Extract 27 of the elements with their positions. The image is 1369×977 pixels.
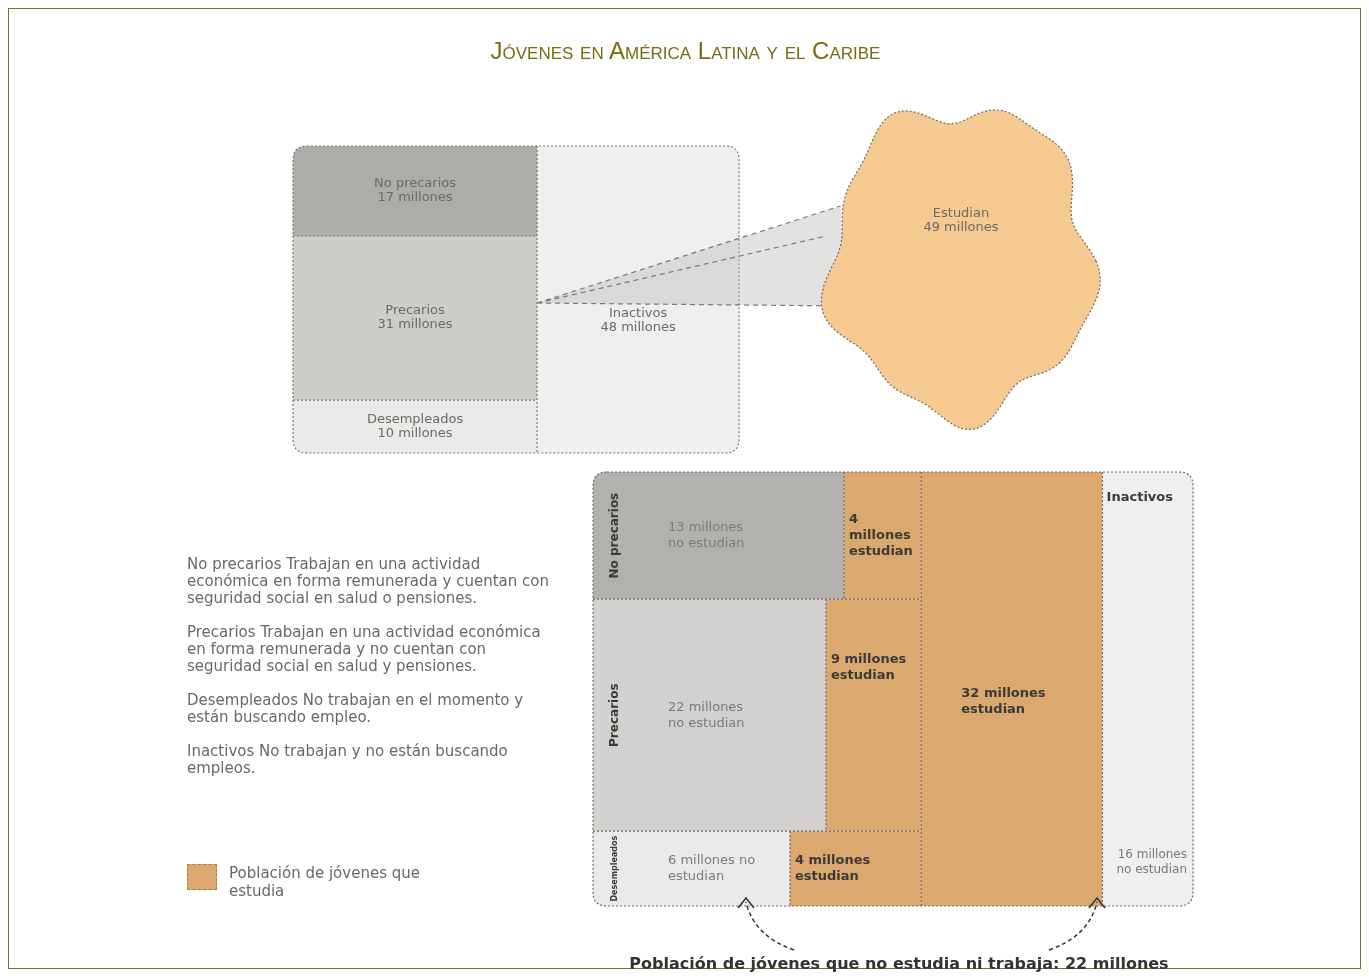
data-label: 16 millones no estudian (1116, 846, 1187, 876)
category-label: No precarios (607, 492, 622, 579)
data-label: 6 millones no estudian (668, 851, 756, 883)
data-label: 4 millones estudian (794, 851, 871, 883)
category-label: Desempleados (610, 835, 620, 902)
data-label: 22 millones no estudian (668, 698, 745, 730)
data-label: 32 millones estudian (961, 685, 1046, 717)
category-label: Inactivos (1106, 489, 1174, 505)
category-label: No precarios (374, 175, 457, 191)
text: Jóvenes en América Latina y el Caribe (489, 37, 882, 65)
data-label: 49 millones (923, 219, 999, 235)
category-label: Estudian (932, 205, 990, 221)
data-label: 4 millones estudian (849, 510, 913, 558)
data-label: 17 millones (377, 189, 453, 205)
category-label: Desempleados (366, 410, 464, 426)
data-label: 9 millones estudian (830, 650, 907, 682)
category-label: Precarios (607, 683, 622, 747)
text: No precarios Trabajan en una actividad económica en forma remunerada y cuentan con seguridad social en salud o pensiones. (187, 555, 550, 607)
legend-label: Población de jóvenes que estudia (229, 864, 421, 900)
data-label: 48 millones (600, 319, 676, 335)
text: Desempleados No trabajan en el momento y están buscando empleo. (187, 691, 525, 726)
text: Población de jóvenes que no estudia ni trabaja: 22 millones (628, 954, 1170, 973)
text: Precarios Trabajan en una actividad económica en forma remunerada y no cuentan con seguridad social en salud y pensiones. (187, 623, 542, 675)
category-label: Inactivos (608, 305, 668, 321)
text: Inactivos No trabajan y no están buscando empleos. (187, 742, 509, 777)
category-label: Precarios (385, 302, 445, 318)
data-label: 31 millones (377, 316, 453, 332)
